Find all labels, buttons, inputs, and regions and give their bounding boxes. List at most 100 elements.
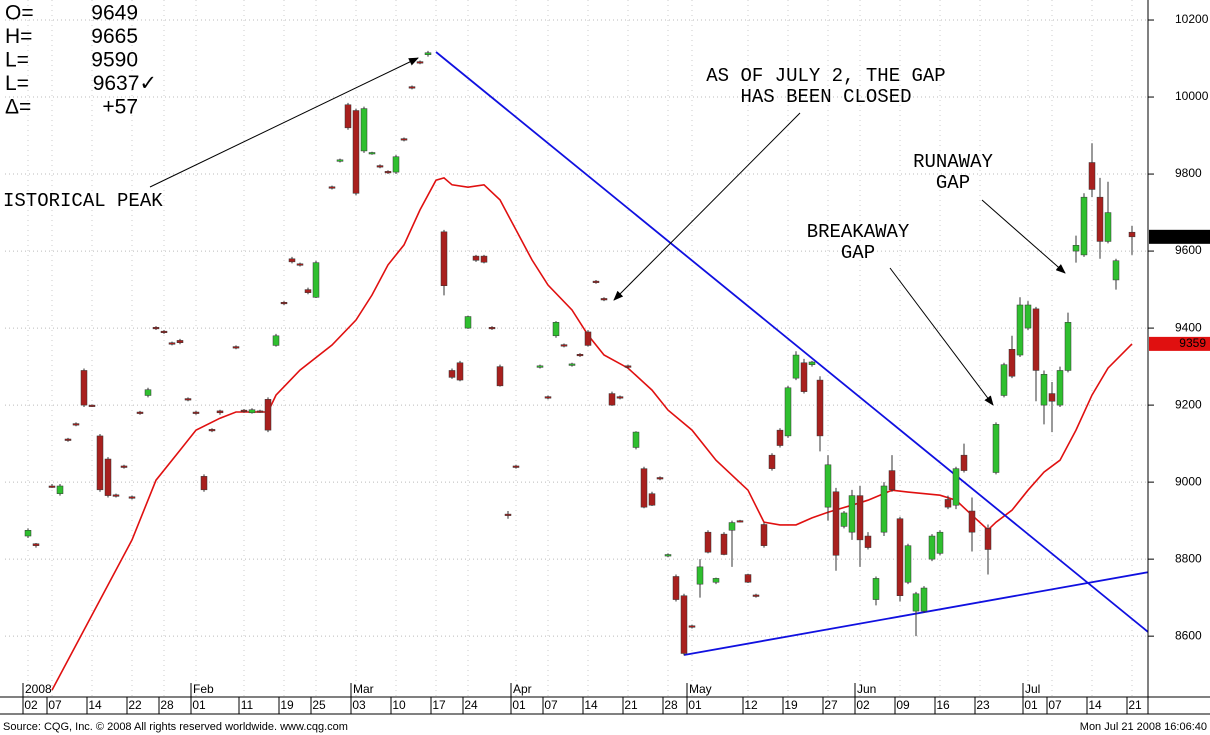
candle-body — [616, 396, 624, 399]
candle-body — [152, 327, 160, 330]
candle-body — [504, 513, 512, 516]
candle-body — [88, 404, 96, 407]
plot — [24, 50, 1149, 691]
candle-body — [376, 165, 384, 168]
candle-body — [328, 186, 336, 189]
candle-body — [1064, 322, 1072, 371]
arrow — [613, 112, 801, 301]
readout-name: Δ= — [5, 96, 31, 119]
candle-body — [312, 262, 320, 298]
candle-body — [1000, 364, 1008, 396]
x-tick-label: 21 — [1128, 698, 1142, 712]
y-tick-label: 10200 — [1175, 12, 1209, 26]
candle-body — [440, 231, 448, 286]
candle-body — [424, 52, 432, 55]
arrow — [889, 267, 994, 406]
y-tick-label: 9000 — [1175, 474, 1202, 488]
candle-body — [472, 255, 480, 261]
readout-name: L= — [5, 72, 29, 95]
candle-body — [984, 528, 992, 550]
timestamp: Mon Jul 21 2008 16:06:40 — [1080, 721, 1207, 733]
price-tag — [1149, 229, 1210, 244]
candle-body — [928, 535, 936, 560]
candle-body — [448, 370, 456, 378]
candle-body — [944, 499, 952, 508]
y-tick-label: 9200 — [1175, 397, 1202, 411]
candle-body — [112, 494, 120, 497]
month-label: 2008 — [25, 682, 52, 696]
candle-body — [544, 396, 552, 399]
source: Source: CQG, Inc. © 2008 All rights rese… — [3, 721, 348, 733]
candle-body — [192, 411, 200, 414]
month-label: Mar — [353, 682, 374, 696]
candle-body — [736, 520, 744, 523]
annotation: GAP — [936, 172, 970, 194]
candle-body — [904, 545, 912, 583]
candle-body — [1112, 260, 1120, 281]
candle-body — [672, 576, 680, 600]
annotation: GAP — [841, 242, 875, 264]
x-tick-label: 25 — [312, 698, 326, 712]
x-tick-label: 09 — [896, 698, 910, 712]
candle-body — [512, 465, 520, 468]
candle-body — [568, 363, 576, 366]
candle-body — [360, 108, 368, 152]
line — [435, 51, 1149, 633]
candle-body — [392, 156, 400, 173]
month-label: Feb — [193, 682, 214, 696]
candle-body — [832, 491, 840, 556]
candle-body — [864, 535, 872, 548]
y-tick-label: 8800 — [1175, 551, 1202, 565]
annotation: AS OF JULY 2, THE GAP — [706, 65, 945, 87]
candle-body — [1104, 212, 1112, 242]
x-tick-label: 14 — [584, 698, 598, 712]
candle-body — [632, 431, 640, 448]
annotation: RUNAWAY — [913, 151, 993, 173]
candle-body — [400, 138, 408, 141]
x-tick-label: 14 — [1088, 698, 1102, 712]
candle-body — [720, 533, 728, 555]
candle-body — [856, 495, 864, 541]
candle-body — [704, 531, 712, 553]
candle-body — [240, 409, 248, 412]
x-tick-label: 16 — [936, 698, 950, 712]
candle-body — [264, 399, 272, 431]
candle-body — [824, 464, 832, 508]
candle-body — [456, 362, 464, 381]
candle-body — [536, 365, 544, 368]
candle-body — [80, 370, 88, 406]
candle-body — [776, 429, 784, 446]
candle-body — [32, 543, 40, 546]
grid — [5, 0, 1148, 697]
candle-body — [808, 361, 816, 365]
candle-body — [352, 110, 360, 194]
candle-body — [600, 298, 608, 301]
candle-body — [664, 554, 672, 557]
candle-body — [1088, 162, 1096, 190]
candle-body — [1128, 231, 1136, 238]
candle-body — [640, 468, 648, 508]
candle-body — [1008, 349, 1016, 377]
candle-body — [552, 322, 560, 337]
readout-name: L= — [5, 49, 29, 72]
candle-body — [784, 387, 792, 437]
candle-body — [960, 454, 968, 471]
price-tag-label: 9637 — [1179, 229, 1206, 243]
candle-body — [24, 530, 32, 537]
candle-body — [128, 496, 136, 499]
candle-body — [48, 485, 56, 488]
candle-body — [760, 524, 768, 546]
candle-body — [168, 342, 176, 345]
x-tick-label: 02 — [856, 698, 870, 712]
x-tick-label: 11 — [241, 698, 254, 712]
candle-body — [96, 435, 104, 491]
readout-value: 9665 — [91, 25, 138, 48]
candle-body — [968, 510, 976, 533]
arrow — [981, 199, 1066, 274]
candle-body — [896, 518, 904, 596]
annotations: ISTORICAL PEAK AS OF JULY 2, THE GAP HAS… — [3, 57, 1066, 406]
candle-body — [72, 423, 80, 426]
candle-body — [584, 331, 592, 346]
candle-body — [688, 625, 696, 628]
